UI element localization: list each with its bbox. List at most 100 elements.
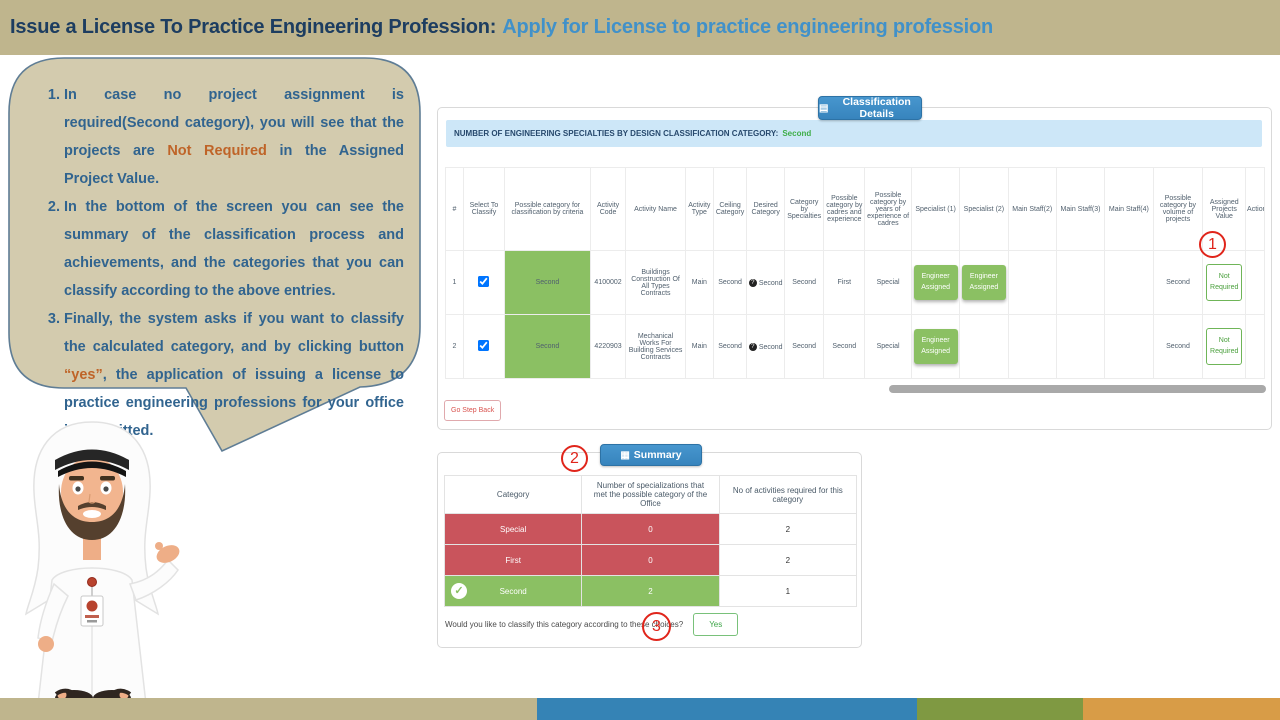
select-checkbox[interactable] bbox=[478, 275, 490, 288]
main-staff-2 bbox=[1007, 250, 1057, 315]
summary-category: First bbox=[443, 544, 583, 576]
column-header: Possible category by volume of projects bbox=[1152, 167, 1204, 251]
action-cell bbox=[1245, 314, 1265, 379]
footer-bar-blue bbox=[537, 698, 917, 720]
page-title: Issue a License To Practice Engineering … bbox=[10, 16, 993, 39]
column-header: Specialist (2) bbox=[959, 167, 1009, 251]
column-header: Action bbox=[1245, 167, 1265, 251]
main-staff-4 bbox=[1104, 314, 1154, 379]
summary-required-activities: 1 bbox=[718, 575, 858, 607]
summary-row-special: Special 0 2 bbox=[443, 513, 858, 545]
column-header: Main Staff(2) bbox=[1007, 167, 1057, 251]
summary-specializations-count: 2 bbox=[581, 575, 720, 607]
summary-column-header: No of activities required for this categ… bbox=[718, 475, 858, 514]
main-staff-3 bbox=[1055, 250, 1106, 315]
select-checkbox[interactable] bbox=[478, 339, 490, 352]
column-header: Possible category by cadres and experien… bbox=[823, 167, 866, 251]
main-staff-3 bbox=[1055, 314, 1106, 379]
footer-bar-tan bbox=[0, 698, 537, 720]
assigned-projects-value-button: Not Required bbox=[1202, 314, 1247, 379]
possible-category-by-years: Special bbox=[864, 314, 912, 379]
summary-specializations-count: 0 bbox=[581, 513, 720, 545]
column-header: Activity Type bbox=[684, 167, 714, 251]
page-title-prefix: Issue a License To Practice Engineering … bbox=[10, 16, 497, 38]
category-by-specialties: Second bbox=[784, 314, 825, 379]
info-label: NUMBER OF ENGINEERING SPECIALTIES BY DES… bbox=[454, 129, 779, 138]
classification-row: 1 Second 4100002 Buildings Construction Of … bbox=[444, 250, 1265, 315]
activity-name: Buildings Construction Of All Types Cont… bbox=[625, 250, 686, 315]
not-required-button[interactable]: Not Required bbox=[1206, 264, 1243, 301]
possible-category-cell: Second bbox=[503, 314, 591, 379]
beard bbox=[58, 484, 126, 540]
summary-column-header: Category bbox=[443, 475, 583, 514]
classification-details-button[interactable]: ▤ Classification Details bbox=[818, 96, 922, 120]
activity-name: Mechanical Works For Building Services C… bbox=[625, 314, 686, 379]
column-header: Ceiling Category bbox=[712, 167, 748, 251]
main-staff-4 bbox=[1104, 250, 1154, 315]
possible-category-by-volume: Second bbox=[1152, 314, 1204, 379]
specialist-1-button: Engineer Assigned bbox=[910, 314, 961, 379]
yes-button[interactable]: Yes bbox=[693, 613, 739, 636]
column-header: Possible category for classification by … bbox=[503, 167, 591, 251]
ceiling-category: Second bbox=[712, 314, 748, 379]
possible-category-by-years: Special bbox=[864, 250, 912, 315]
column-header: Main Staff(4) bbox=[1104, 167, 1154, 251]
footer-bars bbox=[0, 698, 1280, 720]
row-number: 2 bbox=[444, 314, 465, 379]
engineer-assigned-button[interactable]: Engineer Assigned bbox=[961, 265, 1006, 300]
desired-category: ? Second bbox=[746, 250, 786, 315]
classification-panel: NUMBER OF ENGINEERING SPECIALTIES BY DES… bbox=[437, 107, 1272, 430]
summary-icon: ▦ bbox=[620, 449, 630, 461]
not-required-button[interactable]: Not Required bbox=[1206, 328, 1243, 365]
engineer-assigned-button[interactable]: Engineer Assigned bbox=[913, 265, 958, 300]
summary-body: Special 0 2 First 0 2 ✓ Second 2 1 bbox=[443, 513, 858, 607]
desired-category: ? Second bbox=[746, 314, 786, 379]
category-by-specialties: Second bbox=[784, 250, 825, 315]
main-staff-2 bbox=[1007, 314, 1057, 379]
column-header: Select To Classify bbox=[463, 167, 505, 251]
summary-button[interactable]: ▦ Summary bbox=[600, 444, 702, 466]
possible-category-by-volume: Second bbox=[1152, 250, 1204, 315]
engineer-assigned-button[interactable]: Engineer Assigned bbox=[913, 329, 958, 364]
bubble-item-2: In the bottom of the screen you can see … bbox=[64, 194, 404, 306]
check-icon: ✓ bbox=[451, 583, 467, 599]
details-icon: ▤ bbox=[819, 102, 829, 114]
possible-category-by-cadres: Second bbox=[823, 314, 866, 379]
classification-table: # Select To Classify Possible category for… bbox=[444, 167, 1265, 379]
agal-band bbox=[55, 449, 129, 470]
assigned-projects-value-button: Not Required bbox=[1202, 250, 1247, 315]
speech-bubble-text: In case no project assignment is require… bbox=[42, 82, 404, 446]
footer-bar-olive bbox=[917, 698, 1083, 720]
specialist-2-button: Engineer Assigned bbox=[959, 250, 1009, 315]
row-number: 1 bbox=[444, 250, 465, 315]
activity-type: Main bbox=[684, 250, 714, 315]
class-body: 1 Second 4100002 Buildings Construction Of … bbox=[444, 250, 1265, 379]
specialist-1-button: Engineer Assigned bbox=[910, 250, 961, 315]
help-icon: ? bbox=[748, 342, 757, 351]
bubble-item-1: In case no project assignment is require… bbox=[64, 82, 404, 194]
summary-category: Special bbox=[443, 513, 583, 545]
column-header: Main Staff(3) bbox=[1055, 167, 1106, 251]
class-head-row: # Select To Classify Possible category for… bbox=[444, 167, 1265, 251]
column-header: # bbox=[444, 167, 465, 251]
summary-head-row: Category Number of specializations that m… bbox=[443, 475, 858, 514]
classification-row: 2 Second 4220903 Mechanical Works For Build… bbox=[444, 314, 1265, 379]
summary-required-activities: 2 bbox=[718, 544, 858, 576]
help-icon: ? bbox=[748, 278, 757, 287]
summary-required-activities: 2 bbox=[718, 513, 858, 545]
select-to-classify-checkbox bbox=[463, 314, 505, 379]
column-header: Activity Name bbox=[625, 167, 686, 251]
column-header: Category by Specialties bbox=[784, 167, 825, 251]
ceiling-category: Second bbox=[712, 250, 748, 315]
possible-category-cell: Second bbox=[503, 250, 591, 315]
summary-panel: Category Number of specializations that m… bbox=[437, 452, 862, 648]
horizontal-scrollbar[interactable] bbox=[889, 385, 1266, 393]
summary-specializations-count: 0 bbox=[581, 544, 720, 576]
classification-details-label: Classification Details bbox=[842, 96, 911, 120]
page-header: Issue a License To Practice Engineering … bbox=[0, 0, 1280, 55]
annotation-step-1: 1 bbox=[1199, 231, 1226, 258]
classify-question-row: Would you like to classify this category… bbox=[445, 613, 739, 636]
activity-type: Main bbox=[684, 314, 714, 379]
page-title-suffix: Apply for License to practice engineerin… bbox=[502, 16, 994, 38]
go-step-back-button[interactable]: Go Step Back bbox=[444, 400, 502, 421]
